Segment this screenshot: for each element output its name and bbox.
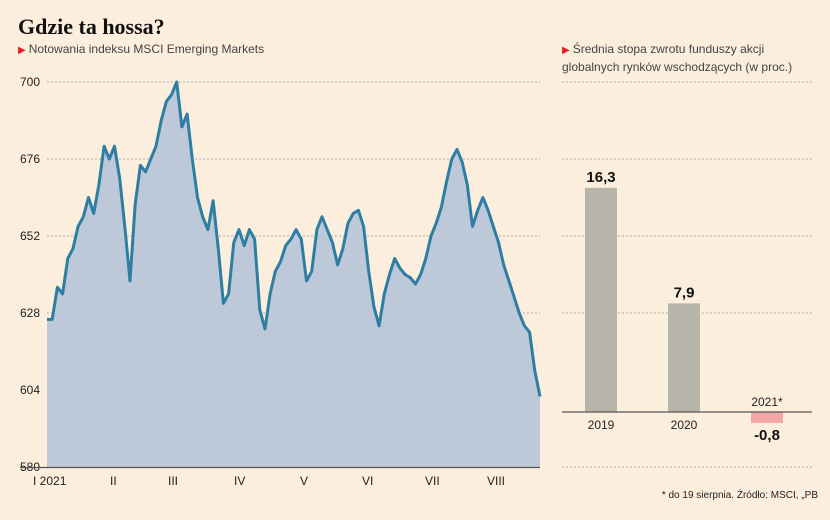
x-tick-label: VI — [362, 474, 373, 488]
left-chart-subtitle: ▶ Notowania indeksu MSCI Emerging Markets — [18, 41, 264, 59]
bar-category-label: 2019 — [588, 418, 615, 432]
left-subtitle-text: Notowania indeksu MSCI Emerging Markets — [28, 42, 265, 56]
x-tick-label: IV — [234, 474, 245, 488]
x-tick-label: VIII — [487, 474, 505, 488]
x-tick-label: III — [168, 474, 178, 488]
y-tick-label: 676 — [20, 152, 40, 166]
x-tick-label: II — [110, 474, 117, 488]
index-line — [47, 80, 542, 397]
y-tick-label: 628 — [20, 306, 40, 320]
subtitle-marker-icon: ▶ — [18, 45, 26, 56]
source-footnote: * do 19 sierpnia. Źródło: MSCI, „PB — [661, 490, 818, 501]
chart-title: Gdzie ta hossa? — [18, 14, 165, 39]
subtitle-marker-icon: ▶ — [562, 45, 570, 56]
bar — [668, 303, 700, 412]
x-tick-label: I 2021 — [33, 474, 67, 488]
bar-category-label: 2021* — [751, 395, 783, 409]
bar-value-label: 7,9 — [674, 284, 695, 301]
bar — [585, 187, 617, 412]
index-area — [47, 82, 540, 467]
bar-category-label: 2020 — [671, 418, 698, 432]
right-subtitle-text: Średnia stopa zwrotu funduszy akcji glob… — [562, 42, 793, 74]
y-tick-label: 700 — [20, 75, 40, 89]
bar-value-label: 16,3 — [586, 169, 615, 186]
bar-value-label: -0,8 — [754, 427, 780, 444]
y-tick-label: 604 — [20, 383, 40, 397]
x-tick-label: VII — [425, 474, 440, 488]
right-chart-subtitle: ▶ Średnia stopa zwrotu funduszy akcji glo… — [562, 41, 822, 76]
y-tick-label: 652 — [20, 229, 40, 243]
x-tick-label: V — [300, 474, 308, 488]
bar — [751, 412, 783, 423]
